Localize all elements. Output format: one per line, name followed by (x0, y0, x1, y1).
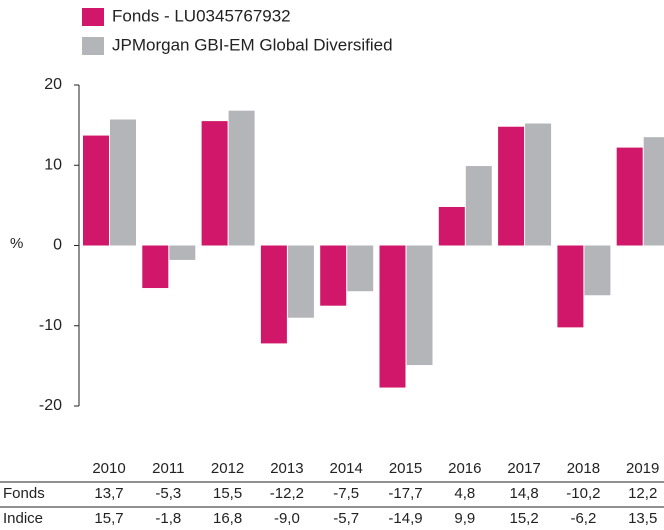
bar (498, 126, 525, 246)
legend-swatch (82, 37, 104, 55)
table-row-label: Indice (3, 510, 43, 527)
table-cell: 16,8 (213, 510, 242, 527)
legend-label: JPMorgan GBI-EM Global Diversified (112, 35, 393, 54)
x-tick-label: 2016 (448, 460, 481, 477)
bar (465, 166, 492, 246)
bar (83, 135, 109, 246)
table-cell: -17,7 (388, 485, 422, 502)
bar (406, 245, 433, 366)
legend-label: Fonds - LU0345767932 (112, 6, 291, 25)
legend-swatch (82, 8, 104, 26)
table-cell: -5,3 (155, 485, 181, 502)
bar (616, 147, 643, 246)
y-tick-label: 10 (44, 156, 62, 173)
bar (320, 245, 347, 306)
table-cell: 12,2 (628, 485, 657, 502)
x-tick-label: 2013 (270, 460, 303, 477)
y-tick-label: 0 (53, 237, 62, 254)
bar (438, 206, 465, 246)
table-cell: -12,2 (270, 485, 304, 502)
table-cell: -1,8 (155, 510, 181, 527)
bar (142, 245, 169, 289)
table-cell: 4,8 (454, 485, 475, 502)
table-cell: -6,2 (570, 510, 596, 527)
table-cell: 15,2 (509, 510, 538, 527)
bar (584, 245, 611, 296)
bar (347, 245, 374, 292)
x-tick-label: 2011 (152, 460, 184, 477)
bar (525, 123, 552, 246)
x-tick-label: 2012 (211, 460, 244, 477)
x-tick-label: 2017 (507, 460, 540, 477)
y-tick-label: 20 (44, 76, 62, 93)
y-tick-label: -20 (39, 397, 62, 414)
y-axis-label: % (10, 235, 23, 252)
bar (643, 137, 664, 246)
x-tick-label: 2015 (389, 460, 422, 477)
bar (287, 245, 314, 318)
table-cell: 15,7 (94, 510, 123, 527)
x-tick-label: 2014 (330, 460, 363, 477)
y-tick-label: -10 (39, 317, 62, 334)
table-cell: -10,2 (566, 485, 600, 502)
table-cell: -14,9 (388, 510, 422, 527)
table-cell: 9,9 (454, 510, 475, 527)
table-row-label: Fonds (3, 485, 45, 502)
bar (260, 245, 287, 344)
bar (228, 110, 255, 246)
table-cell: 14,8 (509, 485, 538, 502)
x-tick-label: 2018 (567, 460, 600, 477)
bar (110, 119, 136, 246)
table-cell: -7,5 (333, 485, 359, 502)
bar (201, 121, 228, 246)
x-tick-label: 2010 (92, 460, 125, 477)
table-cell: 13,5 (628, 510, 657, 527)
bar (169, 245, 196, 260)
bar (379, 245, 406, 388)
x-tick-label: 2019 (626, 460, 659, 477)
table-cell: 13,7 (94, 485, 123, 502)
table-cell: -5,7 (333, 510, 359, 527)
bar (557, 245, 584, 328)
table-cell: 15,5 (213, 485, 242, 502)
table-cell: -9,0 (274, 510, 300, 527)
